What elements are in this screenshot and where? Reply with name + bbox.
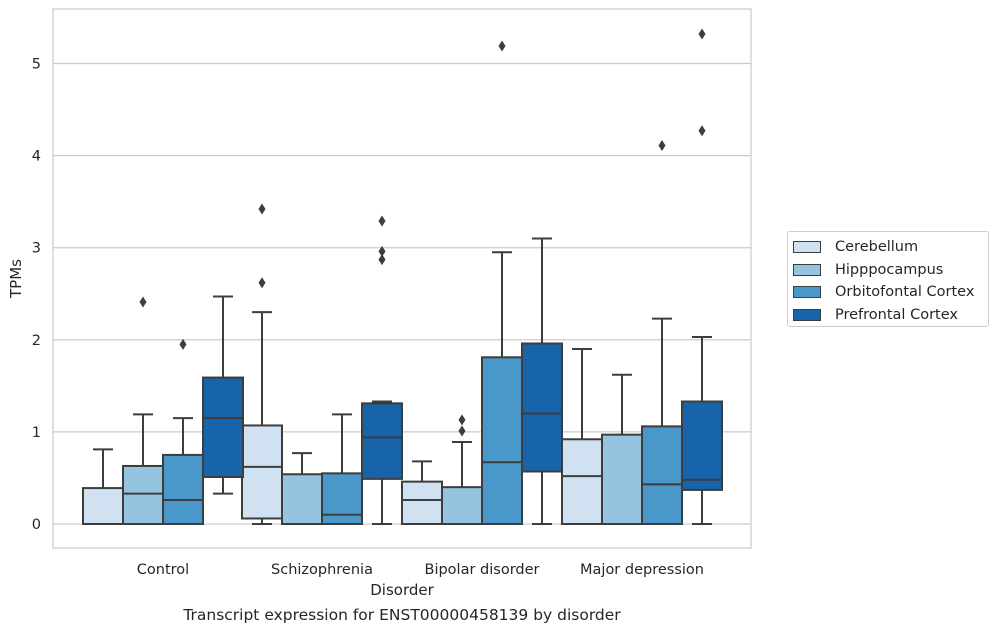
- box-iqr: [241, 424, 283, 520]
- box-iqr: [162, 453, 204, 525]
- y-tick-label: 4: [32, 149, 41, 165]
- box-group: [561, 348, 603, 526]
- box-elements: [82, 28, 723, 526]
- box-group: [641, 139, 683, 525]
- outlier-marker: [698, 28, 706, 40]
- y-tick-label: 2: [32, 333, 41, 349]
- y-tick-label: 0: [32, 517, 41, 533]
- box-iqr: [601, 433, 643, 525]
- x-tick-label: Bipolar disorder: [425, 562, 540, 578]
- legend-label-cerebellum: Cerebellum: [835, 239, 919, 256]
- box-group: [122, 296, 164, 525]
- box-iqr: [441, 486, 483, 526]
- chart-legend: Cerebellum Hipppocampus Orbitofontal Cor…: [787, 231, 989, 327]
- box-iqr: [202, 376, 244, 479]
- x-axis-label: Disorder: [370, 581, 434, 599]
- legend-swatch-orbitofrontal-cortex: [793, 286, 821, 299]
- y-tick-label: 1: [32, 425, 41, 441]
- legend-label-prefrontal-cortex: Prefrontal Cortex: [835, 306, 958, 323]
- outlier-marker: [378, 215, 386, 227]
- legend-swatch-hippocampus: [793, 263, 821, 276]
- legend-swatch-prefrontal-cortex: [793, 308, 821, 321]
- box-group: [441, 414, 483, 526]
- box-group: [401, 460, 443, 526]
- outlier-marker: [458, 414, 466, 426]
- box-group: [361, 215, 403, 525]
- plot-frame: [52, 8, 752, 549]
- box-group: [601, 373, 643, 525]
- box-iqr: [641, 425, 683, 525]
- box-iqr: [681, 400, 723, 491]
- outlier-marker: [258, 203, 266, 215]
- y-tick-label: 3: [32, 241, 41, 257]
- x-tick-label: Schizophrenia: [271, 562, 373, 578]
- box-iqr: [82, 487, 124, 525]
- box-group: [521, 237, 563, 525]
- x-tick-labels: Control Schizophrenia Bipolar disorder Majo…: [137, 562, 704, 578]
- legend-label-hippocampus: Hipppocampus: [835, 261, 944, 278]
- box-group: [281, 452, 323, 525]
- box-group: [82, 448, 124, 525]
- y-tick-labels: 0 1 2 3 4 5: [32, 57, 41, 534]
- outlier-marker: [458, 425, 466, 437]
- box-iqr: [561, 438, 603, 526]
- chart-caption: Transcript expression for ENST0000045813…: [183, 606, 621, 624]
- box-iqr: [481, 356, 523, 526]
- legend-item-prefrontal-cortex: Prefrontal Cortex: [793, 304, 988, 327]
- box-iqr: [122, 464, 164, 525]
- box-group: [481, 40, 523, 526]
- y-tick-label: 5: [32, 57, 41, 73]
- outlier-marker: [698, 125, 706, 137]
- x-tick-label: Control: [137, 562, 189, 578]
- legend-label-orbitofrontal-cortex: Orbitofontal Cortex: [835, 284, 975, 301]
- box-iqr: [401, 480, 443, 526]
- legend-item-orbitofrontal-cortex: Orbitofontal Cortex: [793, 281, 988, 304]
- box-iqr: [361, 402, 403, 480]
- outlier-marker: [658, 139, 666, 151]
- box-iqr: [281, 473, 323, 525]
- box-iqr: [521, 342, 563, 473]
- box-group: [202, 295, 244, 495]
- legend-item-hippocampus: Hipppocampus: [793, 259, 988, 282]
- box-group: [241, 203, 283, 525]
- outlier-marker: [258, 277, 266, 289]
- legend-item-cerebellum: Cerebellum: [793, 236, 988, 259]
- y-axis-label: TPMs: [7, 259, 25, 299]
- outlier-marker: [139, 296, 147, 308]
- outlier-marker: [179, 338, 187, 350]
- outlier-marker: [378, 254, 386, 266]
- box-group: [321, 413, 363, 525]
- box-iqr: [321, 472, 363, 525]
- box-group: [681, 28, 723, 525]
- outlier-marker: [498, 40, 506, 52]
- outlier-marker: [378, 245, 386, 257]
- x-tick-label: Major depression: [580, 562, 704, 578]
- box-group: [162, 338, 204, 525]
- legend-swatch-cerebellum: [793, 241, 821, 254]
